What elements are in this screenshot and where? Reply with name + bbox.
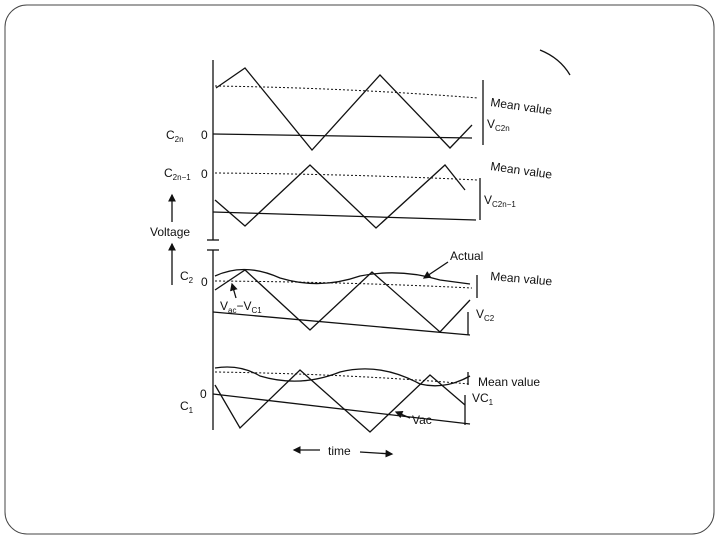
actual-arrow	[422, 261, 449, 279]
vc-label: VC1	[472, 391, 494, 407]
waveform	[214, 269, 471, 333]
actual-line	[214, 268, 471, 285]
zero-label: 0	[201, 167, 208, 181]
zero-line	[212, 311, 471, 336]
slide-frame	[4, 4, 715, 535]
zero-line	[212, 211, 477, 221]
capacitor-label: C1	[180, 399, 194, 415]
zero-label: 0	[201, 128, 208, 142]
zero-label: 0	[201, 275, 208, 289]
capacitor-label: C2	[180, 269, 194, 285]
waveform	[214, 164, 466, 229]
waveform	[214, 369, 466, 433]
waveform	[215, 67, 473, 151]
capacitor-label: C2n	[166, 128, 184, 144]
time-arrow	[359, 449, 394, 458]
mean-line	[214, 280, 473, 289]
mean-line	[214, 172, 479, 181]
zero-line	[212, 393, 471, 425]
vc-label: VC2n−1	[484, 193, 516, 209]
vc-label: VC2n	[487, 117, 510, 133]
capacitor-label: C2n−1	[164, 166, 191, 182]
voltage-label: Voltage	[150, 225, 190, 239]
mean-label: Mean value	[478, 375, 540, 389]
difference-label: Vac−VC1	[220, 299, 262, 315]
vc-label: VC2	[476, 307, 495, 323]
difference-arrow	[230, 282, 238, 299]
time-label: time	[328, 444, 351, 458]
actual-label: Actual	[450, 249, 483, 263]
decor-curve	[539, 49, 571, 76]
source-arrow	[394, 410, 411, 419]
mean-line	[214, 85, 479, 99]
mean-line	[214, 371, 471, 385]
zero-label: 0	[200, 387, 207, 401]
actual-line	[214, 366, 471, 387]
source-label: Vac	[412, 413, 432, 427]
zero-line	[212, 133, 473, 139]
mean-label: Mean value	[490, 269, 553, 288]
